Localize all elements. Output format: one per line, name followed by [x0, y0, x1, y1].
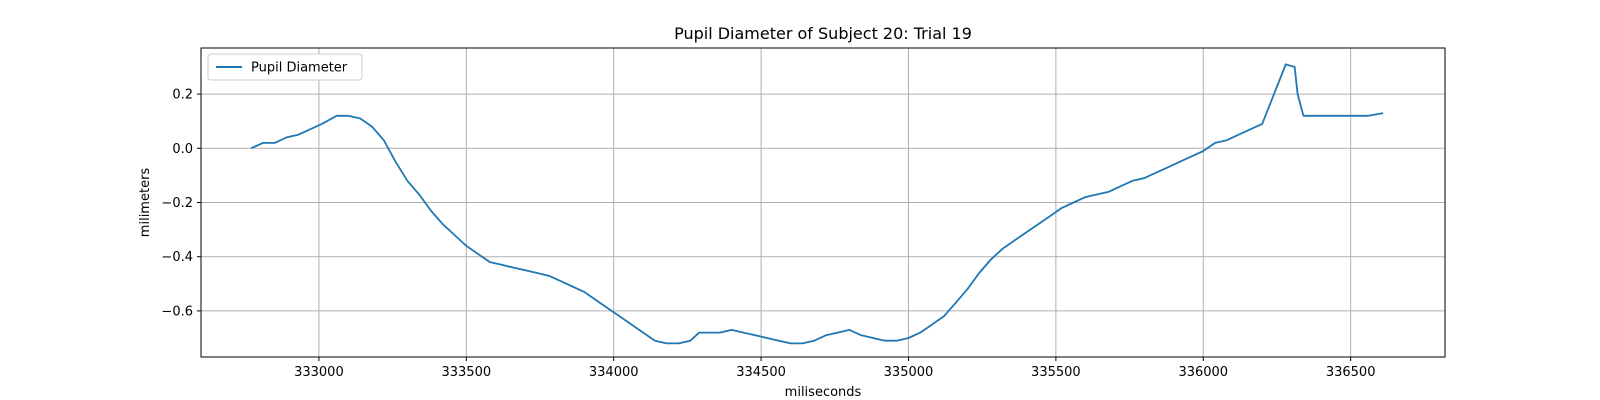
y-tick-label: 0.0 — [172, 142, 193, 157]
legend-box — [207, 53, 363, 81]
x-tick-label: 335500 — [1031, 365, 1081, 380]
y-tick-label: −0.2 — [161, 196, 193, 211]
y-tick-label: −0.4 — [161, 250, 193, 265]
y-axis-label: milimeters — [138, 168, 153, 238]
x-tick-label: 336500 — [1326, 365, 1376, 380]
x-axis-label: miliseconds — [785, 385, 862, 400]
series-line-pupil-diameter — [250, 63, 1384, 345]
y-tick-label: 0.2 — [172, 88, 193, 103]
legend: Pupil Diameter — [207, 53, 363, 81]
x-tick-label: 335000 — [884, 365, 934, 380]
x-tick-label: 333500 — [441, 365, 491, 380]
y-tick-label: −0.6 — [161, 304, 193, 319]
x-tick-label: 336000 — [1178, 365, 1228, 380]
grid-lines — [201, 48, 1445, 357]
series-layer — [250, 63, 1384, 345]
legend-label: Pupil Diameter — [251, 61, 348, 76]
x-tick-label: 333000 — [294, 365, 344, 380]
chart-title: Pupil Diameter of Subject 20: Trial 19 — [674, 24, 972, 43]
axis-ticks: 333000 333500 334000 334500 335000 335500 3360… — [161, 88, 1375, 380]
x-tick-label: 334000 — [589, 365, 639, 380]
x-tick-label: 334500 — [736, 365, 786, 380]
